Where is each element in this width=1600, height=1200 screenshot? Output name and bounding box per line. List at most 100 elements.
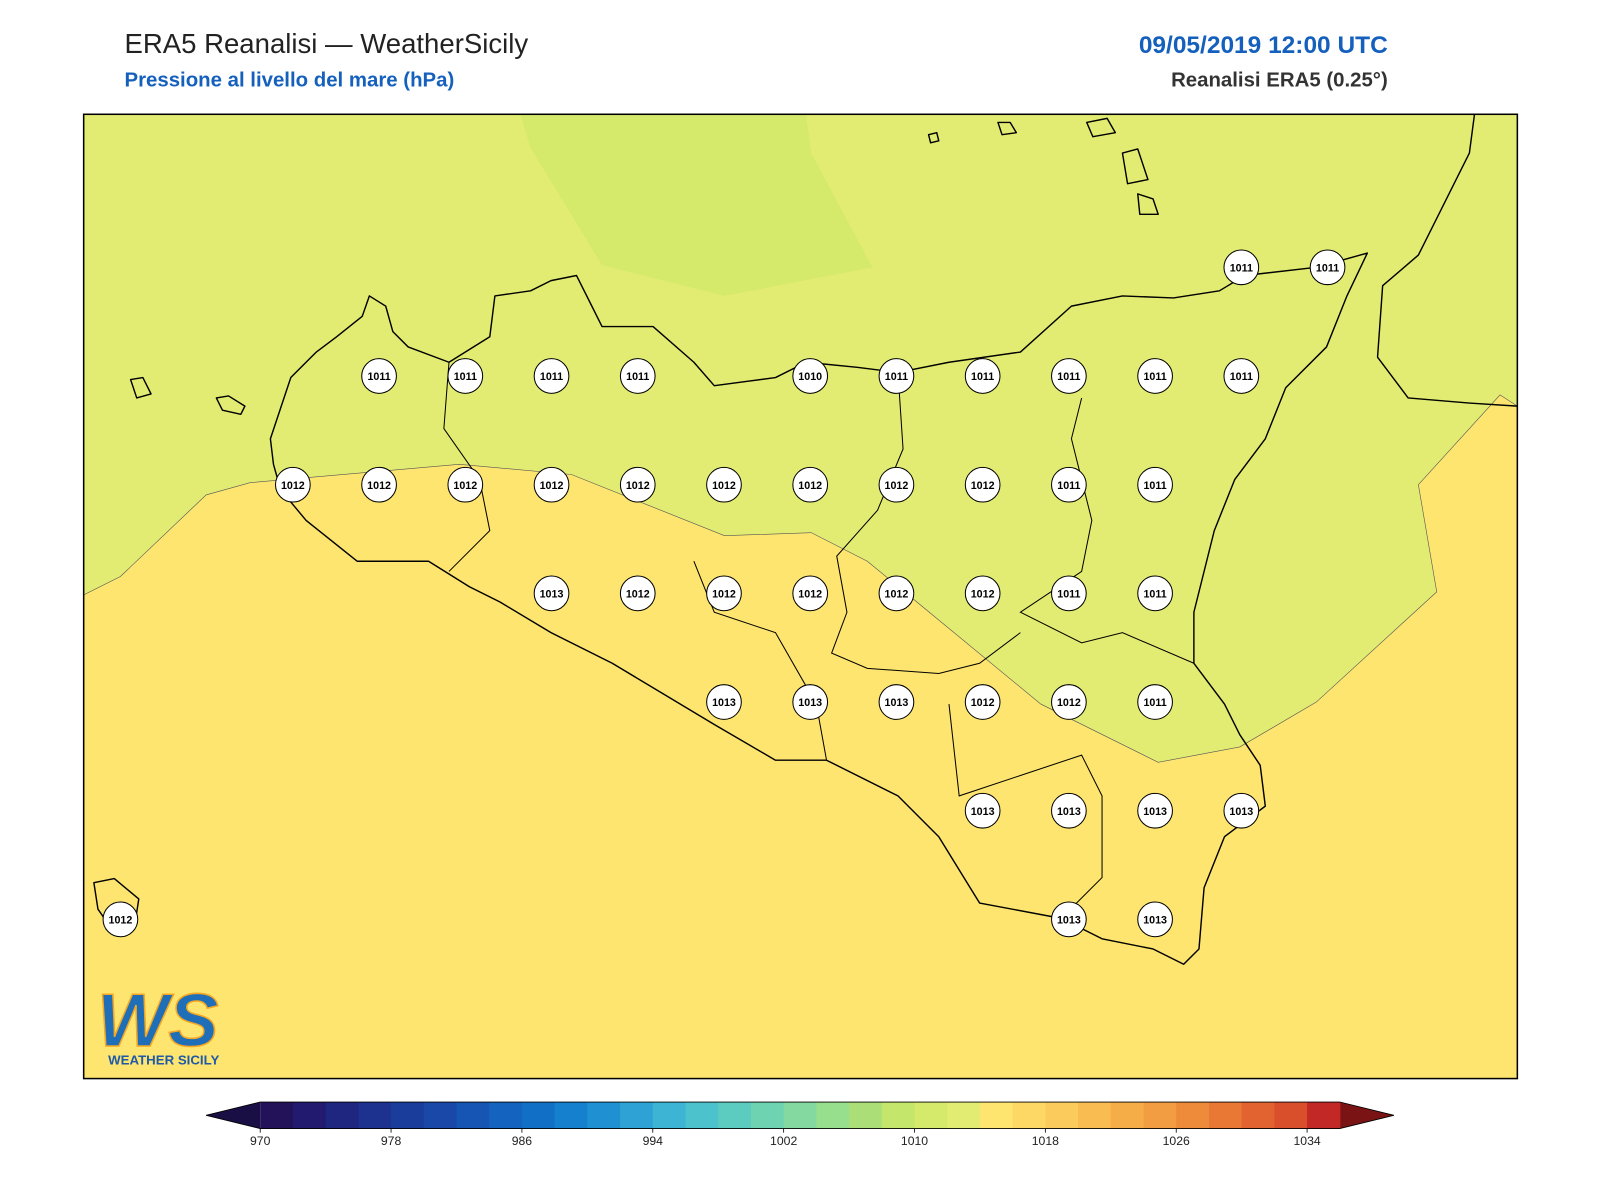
station: 1012: [1051, 684, 1087, 720]
station: 1011: [1309, 249, 1346, 286]
station: 1013: [964, 792, 1001, 829]
station-value: 1011: [367, 371, 390, 383]
station-marker: [619, 466, 656, 503]
station-value: 1012: [712, 480, 736, 492]
station-marker: [706, 684, 742, 720]
station-marker: [102, 901, 139, 938]
station: 1011: [1051, 466, 1087, 503]
station-value: 1012: [798, 480, 822, 492]
station-value: 1012: [885, 588, 909, 600]
station-value: 1013: [1143, 914, 1167, 926]
fill-1008: [520, 114, 873, 296]
station-marker: [1223, 249, 1260, 286]
station-value: 1012: [971, 480, 995, 492]
colorbar-bin: [979, 1102, 1014, 1129]
colorbar-bin: [849, 1102, 883, 1129]
station: 1012: [964, 684, 1001, 720]
station: 1012: [706, 575, 742, 612]
islands: [93, 117, 1159, 931]
station-value: 1013: [1057, 806, 1081, 818]
station-marker: [878, 684, 915, 720]
station-value: 1013: [712, 697, 736, 709]
station: 1012: [533, 466, 570, 503]
station-value: 1013: [798, 697, 822, 709]
station-value: 1011: [1143, 697, 1166, 709]
station: 1011: [1137, 358, 1173, 394]
station-value: 1011: [626, 371, 649, 383]
station-marker: [619, 575, 656, 612]
station-marker: [706, 466, 742, 503]
station-marker: [1051, 575, 1087, 612]
title: ERA5 Reanalisi — WeatherSicily: [124, 28, 528, 59]
station-value: 1011: [971, 371, 994, 383]
colorbar-bin: [1274, 1102, 1308, 1129]
station: 1012: [792, 575, 829, 612]
station-marker: [533, 358, 570, 394]
colorbar-tick-label: 978: [381, 1134, 402, 1148]
colorbar-bin: [947, 1102, 981, 1129]
colorbar-bin: [456, 1102, 490, 1129]
station-marker: [1137, 684, 1173, 720]
station: 1011: [1051, 575, 1087, 612]
station: 1011: [533, 358, 570, 394]
station: 1011: [1223, 249, 1260, 286]
colorbar-bin: [1012, 1102, 1046, 1129]
station: 1011: [1137, 575, 1173, 612]
station: 1010: [792, 358, 829, 394]
station: 1013: [1051, 901, 1087, 938]
station-marker: [361, 466, 397, 503]
colorbar-bin: [260, 1102, 294, 1129]
station-marker: [964, 792, 1001, 829]
station: 1011: [1137, 466, 1173, 503]
map-frame: [82, 113, 1519, 1080]
station-marker: [1137, 358, 1173, 394]
station-value: 1013: [1057, 914, 1081, 926]
station: 1011: [1051, 358, 1087, 394]
station-value: 1012: [367, 480, 391, 492]
station-marker: [1223, 358, 1260, 394]
station-value: 1011: [1316, 262, 1339, 274]
station: 1012: [619, 466, 656, 503]
station-marker: [447, 466, 484, 503]
colorbar-bin: [783, 1102, 817, 1129]
colorbar-tick-label: 1002: [770, 1134, 797, 1148]
colorbar-bin: [1307, 1102, 1341, 1129]
station: 1012: [447, 466, 484, 503]
station-marker: [964, 466, 1001, 503]
station-layer: 1011 1011 1011 1011 1011 1011 1010 1011 1011 1011…: [102, 249, 1346, 938]
station-marker: [1051, 684, 1087, 720]
colorbar-tick-label: 994: [643, 1134, 664, 1148]
colorbar-bin: [652, 1102, 687, 1129]
station-marker: [878, 575, 915, 612]
colorbar-bin: [325, 1102, 359, 1129]
colorbar-bin: [1208, 1102, 1243, 1129]
station-value: 1012: [712, 588, 736, 600]
colorbar-bin: [1241, 1102, 1275, 1129]
station-value: 1011: [540, 371, 563, 383]
station-marker: [619, 358, 656, 394]
station: 1013: [1137, 901, 1173, 938]
colorbar-bin: [391, 1102, 425, 1129]
station-marker: [792, 684, 829, 720]
colorbar-bin: [750, 1102, 785, 1129]
station-marker: [1223, 792, 1260, 829]
source: Reanalisi ERA5 (0.25°): [1171, 70, 1388, 92]
station: 1012: [964, 466, 1001, 503]
station: 1011: [447, 358, 484, 394]
colorbar-bin: [423, 1102, 458, 1129]
calabria-coast: [1376, 114, 1518, 407]
station-value: 1011: [454, 371, 477, 383]
station-marker: [964, 575, 1001, 612]
station: 1012: [102, 901, 139, 938]
station-marker: [1051, 792, 1087, 829]
colorbar-bin: [718, 1102, 752, 1129]
station: 1012: [792, 466, 829, 503]
station-marker: [706, 575, 742, 612]
logo: WS WEATHER SICILY: [96, 978, 219, 1067]
logo-mark: WS: [97, 979, 219, 1063]
logo-caption: WEATHER SICILY: [108, 1052, 219, 1067]
station: 1012: [706, 466, 742, 503]
colorbar-bin: [914, 1102, 948, 1129]
station-value: 1012: [971, 697, 995, 709]
station-marker: [964, 358, 1001, 394]
